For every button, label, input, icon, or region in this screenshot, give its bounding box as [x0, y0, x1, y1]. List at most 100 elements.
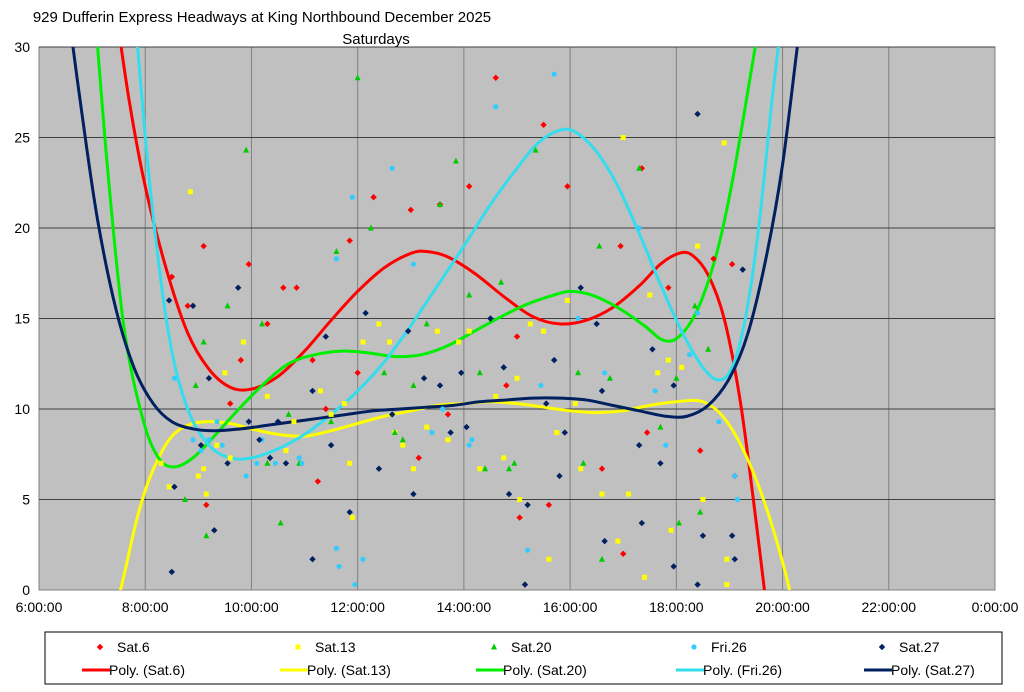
- data-point: [487, 315, 494, 322]
- data-point: [203, 491, 209, 497]
- data-point: [309, 356, 316, 364]
- data-point: [532, 146, 539, 153]
- data-point: [214, 442, 220, 448]
- data-point: [541, 328, 547, 334]
- data-point: [352, 581, 358, 588]
- data-point: [309, 387, 316, 395]
- data-point: [466, 442, 472, 448]
- data-point: [291, 419, 297, 425]
- data-point: [647, 292, 653, 298]
- data-point: [283, 448, 289, 454]
- data-point: [346, 237, 353, 244]
- data-point: [203, 532, 210, 539]
- data-point: [197, 442, 205, 449]
- data-point: [721, 140, 727, 146]
- data-point: [187, 189, 193, 195]
- data-point: [649, 346, 656, 353]
- data-point: [540, 121, 547, 129]
- data-point: [415, 454, 422, 462]
- data-point: [293, 284, 300, 291]
- data-point: [606, 374, 613, 381]
- data-point: [219, 442, 225, 448]
- y-tick-label: 5: [22, 492, 30, 508]
- data-point: [643, 429, 651, 436]
- data-point: [410, 466, 416, 472]
- data-point: [264, 459, 271, 466]
- data-point: [264, 320, 271, 328]
- data-point: [436, 382, 444, 389]
- data-point: [195, 473, 201, 479]
- legend: Sat.6 Sat.13 Sat.20 Fri.26 Sat.27 Poly. (Sat.…: [82, 639, 975, 678]
- y-tick-label: 30: [14, 39, 30, 55]
- x-tick-label: 14:00:00: [437, 599, 492, 615]
- data-point: [240, 339, 246, 345]
- data-point: [429, 429, 435, 436]
- data-point: [550, 356, 558, 364]
- data-point: [626, 491, 632, 497]
- chart-title: 929 Dufferin Express Headways at King No…: [32, 9, 492, 26]
- data-point: [668, 527, 674, 533]
- x-tick-label: 8:00:00: [122, 599, 169, 615]
- data-point: [272, 460, 278, 466]
- legend-label: Poly. (Sat.27): [891, 662, 975, 678]
- data-point: [596, 242, 603, 249]
- data-point: [697, 447, 704, 454]
- data-point: [296, 455, 302, 461]
- data-point: [280, 284, 287, 291]
- data-point: [705, 345, 712, 352]
- data-point: [434, 328, 440, 334]
- data-point: [360, 556, 366, 562]
- data-point: [521, 581, 529, 588]
- data-point: [469, 437, 475, 443]
- data-point: [673, 374, 680, 381]
- data-point: [206, 437, 212, 443]
- legend-label: Sat.27: [899, 639, 940, 655]
- data-point: [538, 382, 544, 389]
- data-point: [346, 508, 353, 516]
- data-point: [314, 478, 322, 485]
- data-point: [716, 419, 722, 425]
- legend-label: Poly. (Fri.26): [703, 662, 782, 678]
- data-point: [234, 284, 242, 291]
- data-point: [375, 465, 383, 472]
- data-point: [505, 490, 513, 498]
- data-point: [543, 400, 550, 407]
- data-point: [501, 455, 507, 461]
- data-point: [445, 437, 451, 443]
- data-point: [697, 508, 704, 515]
- data-point: [299, 460, 305, 466]
- data-point: [670, 382, 677, 389]
- data-point: [695, 243, 701, 249]
- data-point: [309, 556, 316, 563]
- data-point: [724, 582, 730, 588]
- data-point: [322, 405, 329, 413]
- data-point: [282, 460, 290, 467]
- tick-labels: 6:00:00 8:00:00 10:00:00 12:00:00 14:00:00 16…: [14, 39, 1018, 615]
- y-tick-label: 10: [14, 401, 30, 417]
- data-point: [171, 483, 178, 491]
- trendline: [136, 47, 780, 461]
- data-point: [599, 491, 605, 497]
- data-point: [694, 581, 701, 588]
- chart-subtitle: Saturdays: [342, 31, 410, 48]
- data-point: [694, 310, 701, 316]
- data-point: [245, 261, 252, 268]
- data-point: [354, 369, 361, 376]
- data-point: [360, 339, 366, 345]
- data-point: [336, 563, 342, 570]
- data-point: [598, 387, 606, 395]
- data-point: [466, 183, 473, 190]
- data-point: [699, 532, 707, 539]
- data-point: [407, 206, 414, 214]
- data-point: [388, 411, 396, 418]
- data-point: [641, 574, 647, 580]
- data-point: [190, 437, 196, 443]
- legend-marker: [96, 643, 104, 651]
- data-point: [222, 370, 228, 376]
- legend-label: Sat.20: [511, 639, 552, 655]
- data-point: [554, 430, 560, 436]
- data-point: [198, 448, 204, 454]
- data-point: [440, 406, 446, 412]
- data-point: [513, 333, 521, 340]
- data-point: [652, 388, 658, 394]
